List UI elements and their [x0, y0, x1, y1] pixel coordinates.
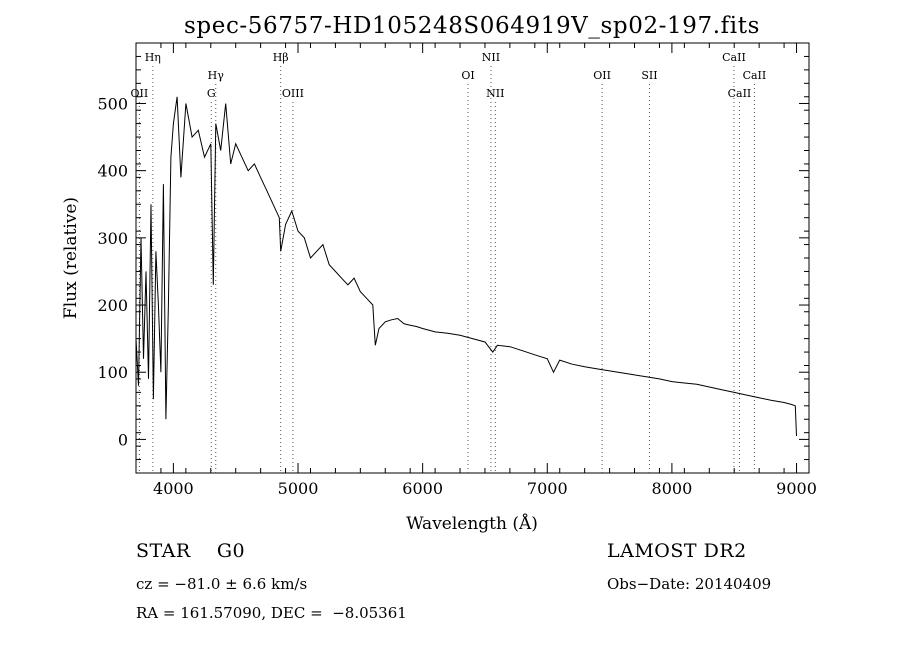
- y-tick-label: 0: [118, 430, 128, 449]
- x-tick-label: 6000: [402, 479, 443, 498]
- spectral-line-label: OII: [131, 87, 149, 100]
- redshift-cz: cz = −81.0 ± 6.6 km/s: [136, 575, 308, 593]
- chart-title: spec-56757-HD105248S064919V_sp02-197.fit…: [184, 13, 760, 39]
- y-axis-label: Flux (relative): [61, 197, 81, 319]
- spectral-line-label: CaII: [743, 69, 767, 82]
- spectral-line-label: SII: [641, 69, 657, 82]
- spectral-line-label: NII: [482, 51, 500, 64]
- spectral-line-label: OI: [461, 69, 474, 82]
- spectrum-line-series-0: [135, 96, 797, 437]
- y-tick-label: 200: [97, 296, 128, 315]
- y-tick-label: 500: [97, 94, 128, 113]
- spectral-line-label: OIII: [282, 87, 304, 100]
- observation-date: Obs−Date: 20140409: [607, 575, 772, 593]
- coordinates: RA = 161.57090, DEC = −8.05361: [136, 604, 407, 622]
- x-tick-label: 4000: [153, 479, 194, 498]
- object-class: STAR G0: [136, 540, 246, 562]
- spectral-line-label: Hη: [145, 51, 161, 64]
- x-tick-label: 7000: [527, 479, 568, 498]
- emission-line-markers: Hη OII Hγ G Hβ OIII OI NII NII OII SII CaII CaII CaII: [131, 51, 767, 473]
- spectral-line-label: Hγ: [208, 69, 225, 82]
- y-tick-label: 400: [97, 162, 128, 181]
- x-tick-label: 9000: [776, 479, 817, 498]
- spectral-line-label: NII: [486, 87, 504, 100]
- spectral-line-label: OII: [593, 69, 611, 82]
- spectral-line-label: CaII: [722, 51, 746, 64]
- y-tick-label: 100: [97, 363, 128, 382]
- x-tick-label: 8000: [652, 479, 693, 498]
- survey-name: LAMOST DR2: [607, 540, 747, 562]
- x-tick-label: 5000: [278, 479, 319, 498]
- axes: 4000 5000 6000 7000 8000 9000 0 100 200 300 400 500: [97, 43, 817, 498]
- spectrum-series: [135, 96, 797, 437]
- spectral-line-label: CaII: [728, 87, 752, 100]
- spectral-line-label: G: [207, 87, 216, 100]
- x-axis-label: Wavelength (Å): [406, 513, 538, 534]
- plot-frame: [135, 42, 810, 474]
- spectral-line-label: Hβ: [273, 51, 289, 64]
- y-tick-label: 300: [97, 229, 128, 248]
